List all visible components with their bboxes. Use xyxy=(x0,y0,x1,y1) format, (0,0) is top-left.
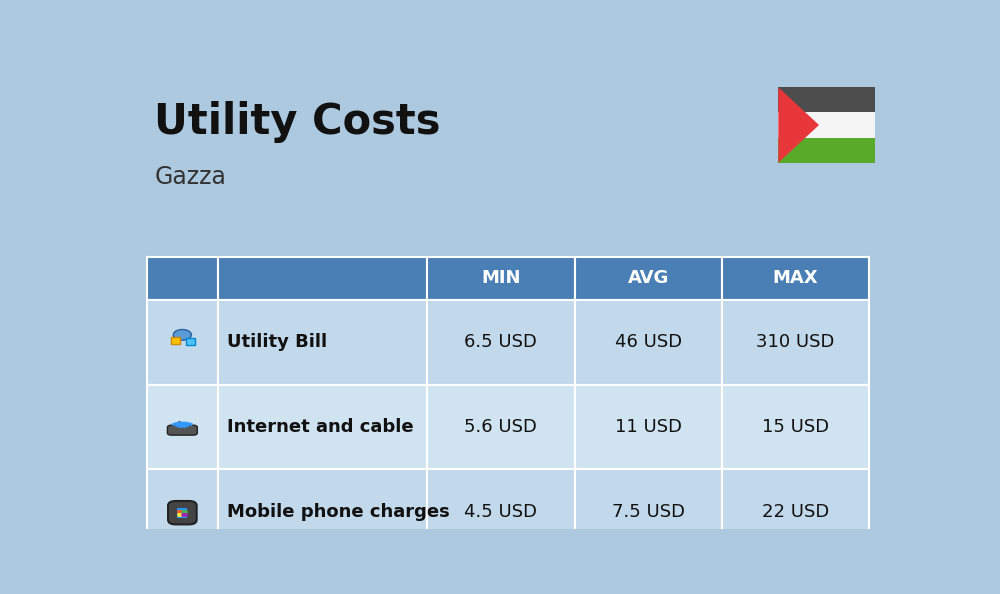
FancyBboxPatch shape xyxy=(427,300,574,384)
FancyBboxPatch shape xyxy=(427,257,574,300)
FancyBboxPatch shape xyxy=(722,257,869,300)
Text: 5.6 USD: 5.6 USD xyxy=(464,418,537,436)
FancyBboxPatch shape xyxy=(181,510,188,514)
FancyBboxPatch shape xyxy=(218,469,427,554)
FancyBboxPatch shape xyxy=(778,112,875,138)
Text: Internet and cable: Internet and cable xyxy=(227,418,414,436)
Text: 22 USD: 22 USD xyxy=(762,503,829,520)
FancyBboxPatch shape xyxy=(177,510,184,514)
FancyBboxPatch shape xyxy=(778,138,875,163)
FancyBboxPatch shape xyxy=(778,87,875,112)
Text: Mobile phone charges: Mobile phone charges xyxy=(227,503,450,520)
Text: 7.5 USD: 7.5 USD xyxy=(612,503,685,520)
FancyBboxPatch shape xyxy=(177,513,184,517)
FancyBboxPatch shape xyxy=(722,469,869,554)
FancyBboxPatch shape xyxy=(181,513,188,517)
FancyBboxPatch shape xyxy=(147,257,218,300)
FancyBboxPatch shape xyxy=(427,469,574,554)
FancyBboxPatch shape xyxy=(218,300,427,384)
FancyBboxPatch shape xyxy=(147,300,218,384)
FancyBboxPatch shape xyxy=(574,384,722,469)
Text: 11 USD: 11 USD xyxy=(615,418,682,436)
Text: Utility Bill: Utility Bill xyxy=(227,333,327,351)
Text: 6.5 USD: 6.5 USD xyxy=(464,333,537,351)
Text: AVG: AVG xyxy=(627,269,669,287)
FancyBboxPatch shape xyxy=(574,300,722,384)
FancyBboxPatch shape xyxy=(722,384,869,469)
FancyBboxPatch shape xyxy=(574,469,722,554)
Polygon shape xyxy=(778,87,819,163)
Circle shape xyxy=(173,330,191,340)
FancyBboxPatch shape xyxy=(171,337,180,344)
Text: MAX: MAX xyxy=(773,269,818,287)
FancyBboxPatch shape xyxy=(168,501,197,525)
Text: 46 USD: 46 USD xyxy=(615,333,682,351)
FancyBboxPatch shape xyxy=(218,257,427,300)
FancyBboxPatch shape xyxy=(167,425,197,435)
FancyBboxPatch shape xyxy=(177,508,187,518)
FancyBboxPatch shape xyxy=(427,384,574,469)
Text: 4.5 USD: 4.5 USD xyxy=(464,503,537,520)
FancyBboxPatch shape xyxy=(722,300,869,384)
Text: 15 USD: 15 USD xyxy=(762,418,829,436)
Text: Gazza: Gazza xyxy=(154,165,226,189)
FancyBboxPatch shape xyxy=(186,338,195,345)
Text: MIN: MIN xyxy=(481,269,521,287)
FancyBboxPatch shape xyxy=(574,257,722,300)
FancyBboxPatch shape xyxy=(147,469,218,554)
FancyBboxPatch shape xyxy=(147,384,218,469)
Text: Utility Costs: Utility Costs xyxy=(154,101,441,143)
Text: 310 USD: 310 USD xyxy=(756,333,835,351)
FancyBboxPatch shape xyxy=(218,384,427,469)
